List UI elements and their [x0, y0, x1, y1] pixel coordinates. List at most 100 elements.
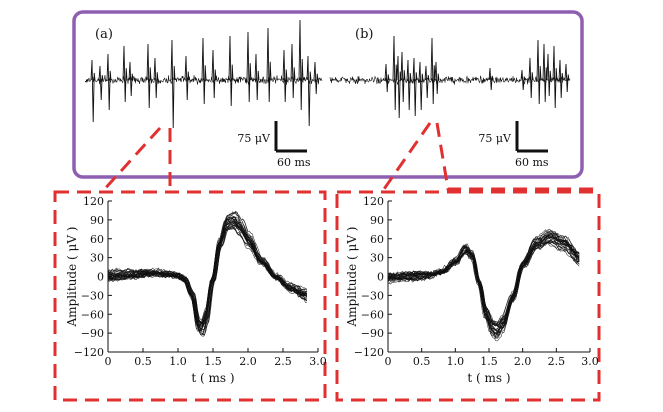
scale-bar-b-y-label: 75 μV: [478, 132, 512, 145]
x-tick-label: 3.0: [309, 355, 327, 368]
detail-frame-a: [53, 190, 327, 402]
y-tick-label: 0: [377, 271, 384, 284]
x-tick-label: 1.5: [204, 355, 222, 368]
y-tick-label: −120: [354, 346, 384, 359]
x-tick-label: 0: [385, 355, 392, 368]
spike-trace: [387, 230, 580, 339]
raw-spike: [290, 43, 296, 99]
raw-spike: [542, 43, 548, 103]
raw-spike: [153, 57, 159, 99]
raw-spike: [424, 65, 430, 99]
raw-spike: [412, 57, 418, 117]
raw-spike: [552, 45, 558, 109]
scale-bar-a-x-label: 60 ms: [277, 156, 311, 169]
raw-recording-frame: [72, 10, 584, 179]
raw-spike: [520, 69, 526, 91]
raw-spike: [434, 61, 440, 95]
y-tick-label: 90: [370, 214, 384, 227]
x-tick-label: 1.0: [169, 355, 187, 368]
raw-spike: [282, 49, 288, 103]
panel-b-label: (b): [355, 27, 373, 42]
y-tick-label: 30: [90, 252, 104, 265]
raw-spike: [400, 51, 406, 103]
spike-trace: [387, 234, 580, 336]
x-tick-label: 1.0: [447, 355, 465, 368]
x-tick-label: 2.0: [514, 355, 532, 368]
spike-trace: [387, 235, 580, 331]
spike-trace: [387, 235, 580, 334]
spike-trace: [387, 233, 580, 338]
x-tick-label: 3.0: [581, 355, 599, 368]
spike-trace: [387, 236, 580, 333]
raw-spike: [306, 55, 312, 127]
spike-trace: [387, 228, 580, 339]
spike-trace: [107, 220, 308, 327]
spike-trace: [387, 240, 580, 328]
chart-b: −120 −90 −60 −30 0 30 60 90 120 0 0.5 1.0 1.5 2.0 2.5 3…: [345, 195, 599, 385]
spike-trace: [107, 211, 307, 336]
spike-trace: [387, 234, 580, 334]
y-tick-label: 120: [83, 195, 104, 208]
spike-trace: [387, 235, 580, 330]
y-tick-label: −90: [81, 327, 104, 340]
x-axis-label: t ( ms ): [191, 371, 234, 385]
spike-trace: [107, 217, 307, 333]
raw-spike: [430, 37, 436, 105]
raw-spike: [201, 37, 207, 105]
y-tick-label: −120: [74, 346, 104, 359]
spike-trace: [387, 233, 580, 338]
scale-bar-a-y-label: 75 μV: [237, 132, 271, 145]
panel-a-label: (a): [95, 27, 113, 42]
spike-trace: [387, 230, 580, 342]
detail-frame-b: [335, 190, 601, 402]
raw-spike: [384, 63, 390, 93]
raw-spike: [246, 31, 252, 103]
raw-trace-b: [329, 35, 571, 119]
x-tick-label: 0.5: [134, 355, 152, 368]
scale-bar-b-x-label: 60 ms: [515, 156, 549, 169]
y-axis-label: Amplitude ( μV ): [345, 226, 359, 327]
spike-trace: [387, 240, 580, 329]
x-tick-label: 0.5: [413, 355, 431, 368]
raw-spike: [546, 53, 552, 97]
raw-spike: [528, 57, 534, 99]
raw-spike: [564, 63, 570, 93]
raw-spike: [128, 61, 134, 97]
raw-spike: [98, 65, 104, 101]
raw-spike: [106, 53, 112, 111]
x-tick-label: 1.5: [480, 355, 498, 368]
raw-spike: [392, 35, 398, 111]
raw-spike: [90, 59, 96, 123]
raw-spike: [558, 59, 564, 99]
callout-connectors: [100, 122, 598, 194]
spike-trace: [387, 239, 580, 325]
y-tick-label: −60: [361, 308, 384, 321]
raw-spike: [396, 55, 402, 119]
scale-bar-b: 75 μV 60 ms: [478, 121, 549, 169]
y-tick-label: −90: [361, 327, 384, 340]
raw-spike: [170, 39, 176, 129]
raw-spike: [313, 61, 319, 95]
raw-spike: [488, 67, 494, 91]
x-tick-label: 2.0: [239, 355, 257, 368]
x-tick-label: 2.5: [548, 355, 566, 368]
y-tick-label: 60: [90, 233, 104, 246]
x-axis-label: t ( ms ): [467, 371, 510, 385]
raw-spike: [146, 43, 152, 109]
raw-spike: [211, 49, 217, 99]
spike-trace: [387, 230, 580, 336]
spike-trace: [387, 232, 580, 334]
raw-trace-a: [84, 19, 323, 129]
raw-noise: [329, 75, 571, 85]
callout-connector-a-left: [100, 126, 162, 194]
y-tick-label: 30: [370, 252, 384, 265]
callout-connector-b-right: [435, 122, 598, 191]
y-tick-label: 0: [97, 271, 104, 284]
y-tick-label: 90: [90, 214, 104, 227]
raw-spike: [122, 45, 128, 103]
spike-trace: [387, 242, 580, 328]
chart-a: −120 −90 −60 −30 0 30 60 90 120 0 0.5 1.0 1.5 2.0 2.5 3…: [65, 195, 327, 385]
spike-trace: [107, 216, 308, 335]
spike-trace: [387, 241, 580, 327]
y-tick-label: −60: [81, 308, 104, 321]
